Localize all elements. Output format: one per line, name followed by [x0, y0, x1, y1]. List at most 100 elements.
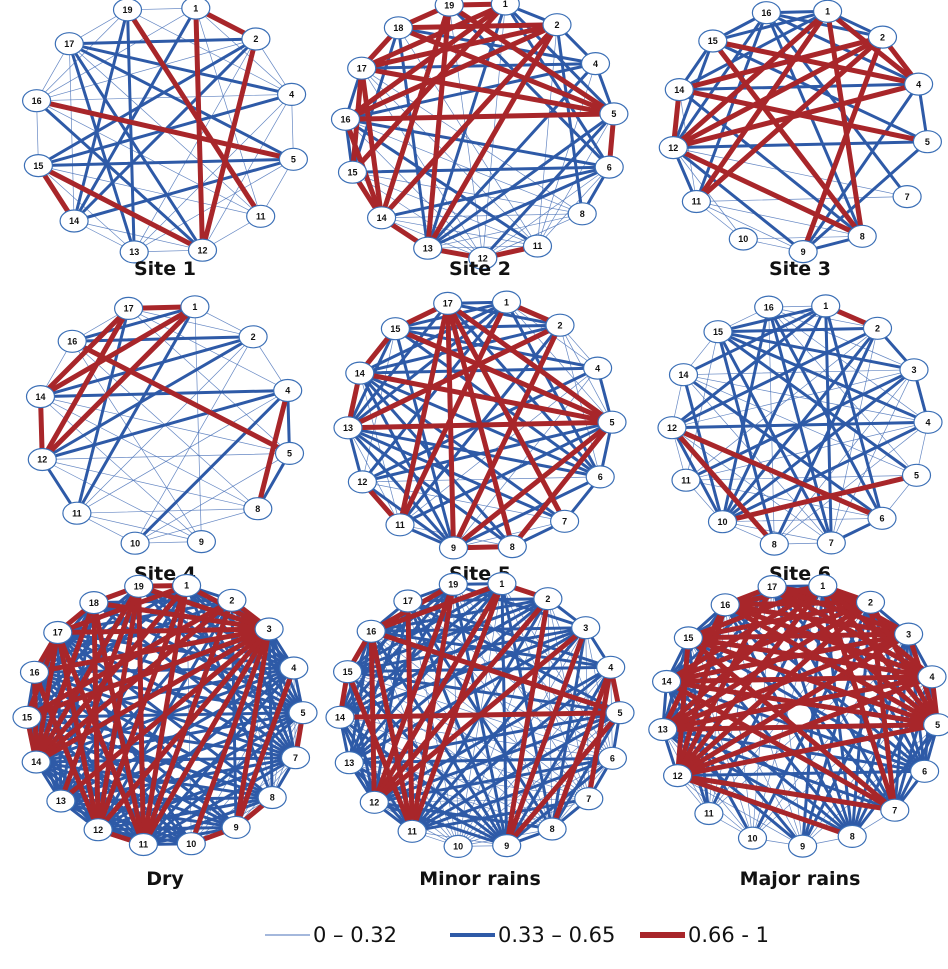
node-8: 8 [497, 534, 527, 559]
node-circle [751, 1, 782, 25]
edge-12-2 [670, 34, 885, 151]
node-circle [545, 313, 575, 337]
node-label: 10 [186, 839, 196, 849]
node-circle [57, 329, 87, 353]
node-circle [893, 622, 924, 646]
node-label: 8 [550, 824, 555, 834]
node-circle [596, 655, 626, 679]
edge-4-10 [721, 420, 930, 524]
edge-18-13 [59, 601, 96, 803]
edge-4-11 [76, 390, 289, 514]
node-circle [522, 234, 553, 258]
node-circle [707, 510, 738, 534]
node-12: 12 [83, 818, 113, 842]
node-circle [728, 227, 758, 251]
edges-major-rains [660, 583, 941, 848]
node-label: 9 [199, 537, 204, 547]
node-1: 1 [491, 290, 522, 314]
node-circle [537, 817, 567, 841]
legend-item-thin: 0 – 0.32 [265, 923, 397, 947]
node-label: 10 [130, 538, 140, 548]
edge-2-13 [345, 322, 563, 431]
node-circle [862, 316, 893, 340]
node-13: 13 [413, 236, 443, 260]
edge-9-12 [677, 775, 803, 847]
edge-1-11 [397, 299, 509, 528]
edge-3-10 [188, 626, 272, 847]
edge-17-1 [55, 583, 190, 635]
panel-title: Minor rains [419, 868, 541, 890]
node-11: 11 [385, 513, 415, 537]
node-circle [181, 0, 211, 20]
node-circle [571, 616, 601, 640]
node-1: 1 [172, 573, 202, 598]
edge-16-7 [767, 305, 833, 545]
edge-16-6 [344, 117, 611, 169]
node-16: 16 [21, 89, 52, 113]
edge-14-8 [40, 396, 259, 510]
edge-15-8 [716, 330, 776, 546]
node-circle [759, 532, 789, 556]
edge-11-8 [141, 796, 274, 846]
node-circle [811, 294, 841, 318]
edge-6-9 [452, 475, 602, 550]
node-circle [434, 0, 464, 17]
edge-19-12 [95, 583, 142, 833]
node-1: 1 [180, 295, 210, 319]
edge-2-15 [716, 326, 879, 334]
node-label: 13 [129, 247, 139, 257]
edge-2-14 [33, 597, 235, 765]
edge-16-3 [32, 626, 272, 675]
edge-11-9 [696, 201, 804, 252]
node-14: 14 [25, 385, 56, 409]
node-label: 3 [906, 629, 911, 639]
node-circle [385, 513, 415, 537]
edge-17-13 [347, 599, 410, 765]
node-circle [21, 89, 52, 113]
node-label: 15 [683, 633, 693, 643]
edge-19-11 [409, 581, 456, 834]
node-circle [238, 325, 268, 349]
panel-title: Major rains [740, 868, 861, 890]
edge-19-11 [125, 7, 264, 219]
edge-17-10 [56, 631, 193, 846]
edge-1-7 [820, 583, 898, 813]
edge-8-15 [352, 171, 583, 215]
edge-12-8 [669, 425, 777, 547]
node-15: 15 [673, 626, 704, 650]
node-label: 15 [390, 324, 400, 334]
node-circle [241, 27, 271, 51]
node-4: 4 [913, 410, 943, 434]
node-6: 6 [867, 506, 897, 530]
edge-11-4 [410, 665, 613, 833]
edge-6-12 [362, 476, 601, 483]
node-label: 4 [925, 418, 930, 428]
node-10: 10 [120, 531, 150, 555]
edge-12-1 [360, 300, 508, 484]
node-circle [59, 209, 89, 233]
node-label: 16 [67, 337, 77, 347]
edge-12-15 [352, 171, 484, 259]
node-circle [433, 291, 463, 315]
edge-4-8 [255, 388, 291, 512]
node-circle [923, 713, 948, 737]
node-circle [694, 801, 724, 826]
node-label: 8 [772, 539, 777, 549]
node-circle [574, 787, 604, 811]
node-label: 14 [35, 392, 45, 402]
edge-9-13 [346, 426, 455, 550]
edge-3-12 [371, 625, 589, 805]
edge-1-6 [824, 304, 884, 520]
edge-14-6 [682, 373, 884, 520]
edge-16-10 [721, 305, 771, 524]
edge-6-12 [482, 166, 610, 259]
legend: 0 – 0.32 0.33 – 0.65 0.66 - 1 [265, 923, 769, 947]
node-label: 1 [192, 302, 197, 312]
node-7: 7 [880, 798, 910, 822]
node-circle [698, 29, 728, 53]
node-label: 14 [377, 213, 387, 223]
